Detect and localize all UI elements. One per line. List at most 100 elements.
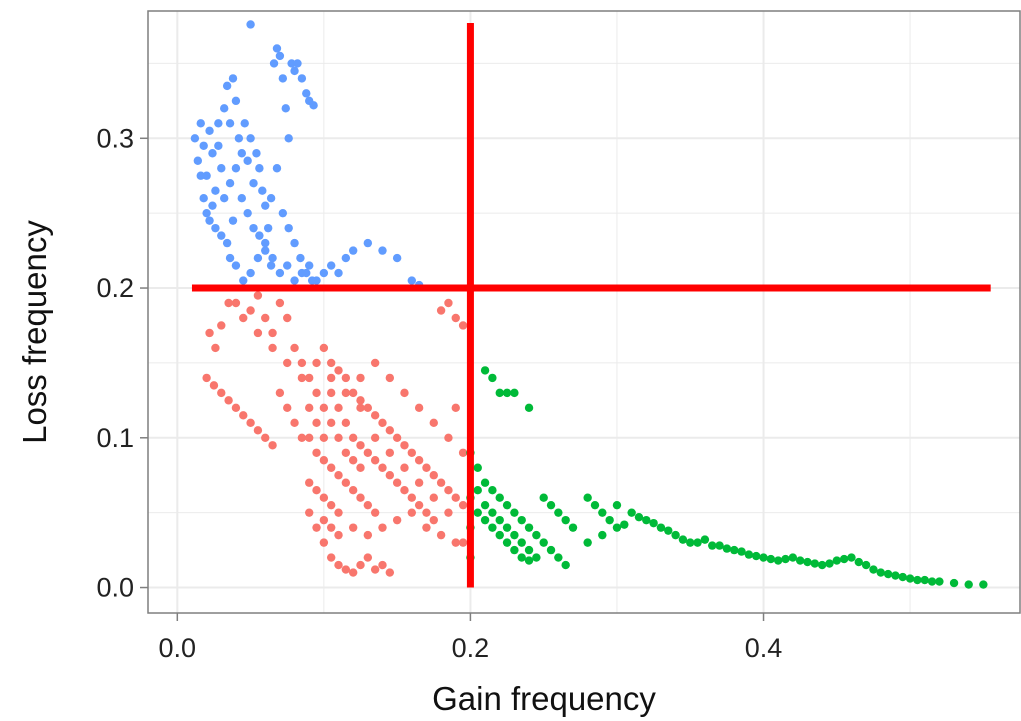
data-point xyxy=(290,343,299,353)
data-point xyxy=(502,500,512,510)
data-point xyxy=(400,441,409,450)
data-point xyxy=(326,373,336,383)
data-point xyxy=(810,559,820,568)
data-point xyxy=(422,523,431,532)
data-point xyxy=(803,557,812,567)
data-point xyxy=(284,223,293,233)
data-point xyxy=(266,193,276,203)
data-point xyxy=(296,253,305,263)
data-point xyxy=(205,328,214,338)
data-point xyxy=(266,261,276,270)
data-point xyxy=(253,426,263,435)
data-point xyxy=(224,298,233,308)
y-axis-ticks: 0.0 0.1 0.2 0.3 xyxy=(96,123,148,603)
data-point xyxy=(370,456,380,465)
data-point xyxy=(334,508,343,517)
data-point xyxy=(281,104,290,113)
data-point xyxy=(305,478,314,487)
data-point xyxy=(319,515,329,525)
data-point xyxy=(979,580,988,589)
data-point xyxy=(341,478,351,487)
data-point xyxy=(458,538,468,547)
data-point xyxy=(883,569,893,579)
data-point xyxy=(605,515,614,525)
data-point xyxy=(693,538,702,547)
data-point xyxy=(473,463,482,472)
data-point xyxy=(199,141,208,150)
data-point xyxy=(290,238,299,248)
data-point xyxy=(949,578,959,588)
data-point xyxy=(524,545,534,555)
data-point xyxy=(253,291,263,300)
data-point xyxy=(715,541,724,550)
data-point xyxy=(348,523,358,532)
data-point xyxy=(237,193,246,203)
data-point xyxy=(671,530,680,540)
data-point xyxy=(334,433,343,442)
data-point xyxy=(275,51,285,61)
data-point xyxy=(252,149,261,158)
data-point xyxy=(561,515,570,525)
data-point xyxy=(422,508,431,517)
data-point xyxy=(363,403,373,413)
data-point xyxy=(268,441,277,450)
data-point xyxy=(642,515,651,525)
data-point xyxy=(598,508,607,517)
data-point xyxy=(847,553,856,562)
data-point xyxy=(261,238,270,248)
data-point xyxy=(686,538,695,547)
data-point xyxy=(480,500,490,510)
data-point xyxy=(231,403,241,413)
data-point xyxy=(275,298,285,308)
data-point xyxy=(302,268,311,278)
data-point xyxy=(583,538,592,547)
x-axis-ticks: 0.0 0.2 0.4 xyxy=(159,613,782,663)
data-point xyxy=(341,448,351,457)
data-point xyxy=(400,486,409,495)
data-point xyxy=(832,556,842,565)
data-point xyxy=(495,530,504,540)
data-point xyxy=(788,553,798,562)
data-point xyxy=(268,253,277,263)
data-point xyxy=(272,44,282,53)
data-point xyxy=(217,388,226,398)
data-point xyxy=(290,418,299,428)
data-point xyxy=(378,463,387,472)
data-point xyxy=(356,441,365,450)
data-point xyxy=(348,246,358,255)
data-point xyxy=(307,276,317,285)
data-point xyxy=(378,418,387,428)
data-point xyxy=(414,456,424,465)
data-point xyxy=(730,545,739,555)
data-point xyxy=(284,134,293,143)
data-point xyxy=(502,388,512,398)
data-point xyxy=(334,366,343,375)
data-point xyxy=(568,523,578,532)
series-red xyxy=(202,291,468,577)
data-point xyxy=(334,403,343,413)
data-point xyxy=(319,456,329,465)
data-point xyxy=(708,541,717,550)
data-point xyxy=(414,403,424,413)
data-point xyxy=(231,298,241,308)
data-point xyxy=(598,530,607,540)
data-point xyxy=(261,313,270,323)
data-point xyxy=(517,538,526,547)
data-point xyxy=(766,554,776,564)
data-point xyxy=(246,418,255,428)
data-point xyxy=(326,388,336,398)
data-point xyxy=(378,560,387,570)
data-point xyxy=(473,486,482,495)
data-point xyxy=(744,550,754,559)
data-point xyxy=(825,559,834,568)
data-point xyxy=(385,568,395,577)
data-point xyxy=(312,418,321,428)
data-point xyxy=(326,358,336,368)
data-point xyxy=(263,223,273,233)
data-point xyxy=(700,535,710,544)
data-point xyxy=(781,554,790,564)
data-point xyxy=(451,313,460,323)
data-point xyxy=(211,343,220,353)
data-point xyxy=(243,208,252,218)
